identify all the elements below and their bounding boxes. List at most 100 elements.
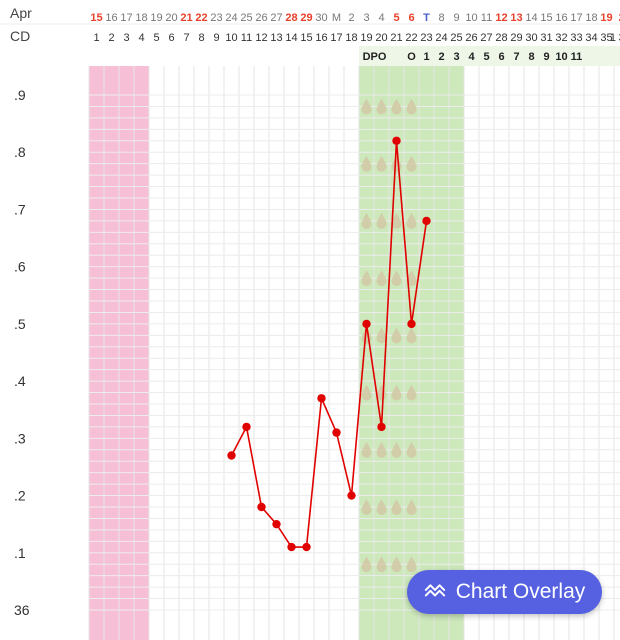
y-tick-label: .1 xyxy=(14,545,26,561)
temperature-point[interactable] xyxy=(227,451,236,460)
cycle-day-label: 8 xyxy=(198,32,204,44)
dpo-day-label: 1 xyxy=(423,51,429,63)
date-tick-label: 17 xyxy=(120,12,132,24)
date-tick-label: 23 xyxy=(210,12,222,24)
y-axis: .9 .8 .7 .6 .5 .4 .3 .2 .1 36 xyxy=(14,87,30,618)
temperature-point[interactable] xyxy=(272,519,281,529)
fertile-drop-icon xyxy=(361,155,372,172)
fertile-drop-icon xyxy=(406,499,417,515)
cycle-day-label: 15 xyxy=(300,32,312,44)
date-tick-label: 16 xyxy=(105,12,117,24)
temperature-point[interactable] xyxy=(347,491,356,500)
date-tick-label: 18 xyxy=(585,12,597,24)
temperature-point[interactable] xyxy=(332,428,341,437)
y-tick-label: .9 xyxy=(14,87,26,103)
cycle-day-label: 12 xyxy=(255,32,267,44)
chart-overlay-button[interactable]: Chart Overlay xyxy=(407,570,602,614)
date-tick-label: 24 xyxy=(225,12,237,24)
cycle-day-label: 19 xyxy=(360,32,372,44)
date-tick-label: 13 xyxy=(510,12,522,24)
dpo-band xyxy=(359,46,620,66)
fertile-drop-icon xyxy=(376,155,387,172)
fertile-drop-icon xyxy=(376,98,387,115)
temperature-point[interactable] xyxy=(407,319,416,329)
y-tick-label: .4 xyxy=(14,373,26,389)
dpo-day-label: 2 xyxy=(438,51,444,63)
fertile-drop-icon xyxy=(391,499,402,515)
fertile-drop-icon xyxy=(391,384,402,401)
chart-overlay-label: Chart Overlay xyxy=(455,580,586,603)
cycle-day-label: 10 xyxy=(225,32,237,44)
fertile-drop-icon xyxy=(406,556,417,573)
fertile-drop-icon xyxy=(376,384,387,401)
fertile-drop-icon xyxy=(361,441,372,458)
dpo-day-label: O xyxy=(407,51,416,63)
fertile-drop-icon xyxy=(376,556,387,573)
date-tick-label: 26 xyxy=(255,12,267,24)
temperature-point[interactable] xyxy=(257,502,266,512)
date-tick-label: 14 xyxy=(525,12,537,24)
dpo-day-label: 11 xyxy=(571,51,583,63)
fertile-drop-icon xyxy=(406,212,417,229)
y-tick-label: .5 xyxy=(14,316,26,332)
temperature-point[interactable] xyxy=(377,422,386,432)
date-tick-label: 19 xyxy=(600,12,612,24)
cycle-day-label: 25 xyxy=(450,32,462,44)
fertile-drop-icon xyxy=(361,270,372,287)
fertile-drop-icon xyxy=(376,212,387,229)
fertile-drop-icon xyxy=(391,327,402,344)
temperature-point[interactable] xyxy=(302,542,311,552)
date-tick-label: 29 xyxy=(300,12,312,24)
cycle-day-label: 6 xyxy=(168,32,174,44)
dpo-day-label: 4 xyxy=(468,51,475,63)
cycle-day-label: 9 xyxy=(213,32,219,44)
cycle-day-label: 21 xyxy=(390,32,402,44)
date-tick-label: 10 xyxy=(465,12,477,24)
dpo-day-label: 6 xyxy=(498,51,504,63)
cycle-day-label: 26 xyxy=(465,32,477,44)
date-tick-label: T xyxy=(423,12,430,24)
date-tick-label: 22 xyxy=(195,12,207,24)
date-tick-label: 27 xyxy=(270,12,282,24)
fertile-drop-icon xyxy=(391,212,402,229)
fertile-drop-icon xyxy=(361,384,372,401)
cycle-day-label: 13 xyxy=(270,32,282,44)
fertile-drop-icon xyxy=(361,212,372,229)
cycle-day-label: 27 xyxy=(480,32,492,44)
date-tick-label: 9 xyxy=(453,12,459,24)
date-tick-label: 28 xyxy=(285,12,297,24)
fertile-drop-icon xyxy=(406,327,417,344)
cycle-day-label: 23 xyxy=(420,32,432,44)
temperature-point[interactable] xyxy=(422,216,431,226)
fertile-drop-icon xyxy=(406,384,417,401)
temperature-point[interactable] xyxy=(392,136,401,145)
cycle-day-label: 1 xyxy=(610,32,616,44)
date-tick-label: 5 xyxy=(393,12,399,24)
date-tick-label: 12 xyxy=(495,12,507,24)
temperature-point[interactable] xyxy=(362,319,371,329)
cycle-day-label: 1 xyxy=(93,32,99,44)
cycle-day-label: 11 xyxy=(241,32,252,44)
dpo-day-label: 9 xyxy=(543,51,549,63)
temperature-point[interactable] xyxy=(317,394,326,403)
temperature-point[interactable] xyxy=(287,542,296,552)
fertile-markers xyxy=(361,98,417,573)
fertile-drop-icon xyxy=(376,441,387,458)
cycle-day-label: 33 xyxy=(570,32,582,44)
fertile-drop-icon xyxy=(361,499,372,515)
date-tick-label: 30 xyxy=(315,12,327,24)
date-tick-label: 2 xyxy=(618,12,620,24)
cycle-day-label: 35 xyxy=(600,32,612,44)
cycle-day-label: 2 xyxy=(108,32,114,44)
fertile-drop-icon xyxy=(406,270,417,287)
fertile-drop-icon xyxy=(376,499,387,515)
cycle-day-label: 4 xyxy=(138,32,144,44)
date-tick-label: 19 xyxy=(150,12,162,24)
temperature-point[interactable] xyxy=(242,422,251,432)
date-tick-label: 17 xyxy=(570,12,582,24)
dpo-day-label: 7 xyxy=(513,51,519,63)
y-tick-label: .7 xyxy=(14,201,26,217)
cycle-day-label: 20 xyxy=(375,32,387,44)
date-tick-label: 15 xyxy=(540,12,552,24)
cycle-day-label: 24 xyxy=(435,32,447,44)
